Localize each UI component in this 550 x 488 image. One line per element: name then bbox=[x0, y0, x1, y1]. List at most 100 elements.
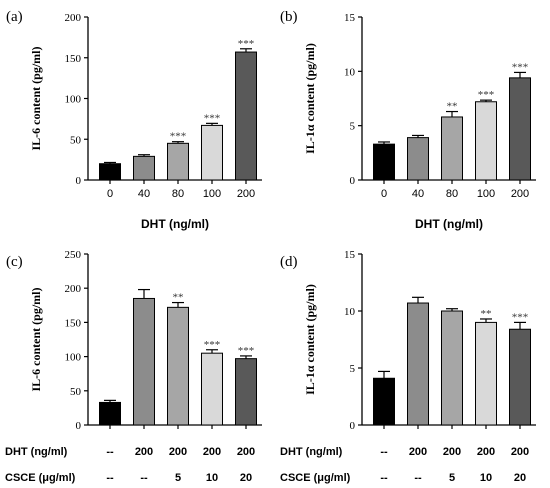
bar bbox=[235, 358, 257, 426]
treatment-row-value: 200 bbox=[203, 446, 221, 458]
y-tick-label: 0 bbox=[76, 175, 82, 187]
bar bbox=[509, 328, 531, 426]
y-tick-label: 100 bbox=[65, 352, 82, 364]
treatment-row-value: 20 bbox=[514, 472, 526, 484]
treatment-row-label: DHT (ng/ml) bbox=[5, 446, 68, 458]
x-tick-label: 100 bbox=[477, 188, 495, 200]
bar bbox=[407, 302, 429, 426]
bar bbox=[475, 321, 497, 426]
bar bbox=[133, 155, 155, 181]
panel-label: (b) bbox=[280, 9, 298, 25]
treatment-row-value: 200 bbox=[409, 446, 427, 458]
y-tick-label: 150 bbox=[65, 317, 82, 329]
treatment-row-value: 10 bbox=[480, 472, 492, 484]
treatment-row-label: DHT (ng/ml) bbox=[280, 446, 343, 458]
treatment-row-value: 200 bbox=[443, 446, 461, 458]
panel-a: 0 50 100 150 200 0 40 80 *** 100 *** 200 *** DHT (ng/… bbox=[6, 9, 262, 231]
y-axis-title: IL-6 content (pg/ml) bbox=[29, 47, 43, 151]
y-tick-label: 5 bbox=[350, 363, 356, 375]
y-tick-label: 10 bbox=[344, 66, 356, 78]
y-axis-title: IL-1α content (pg/ml) bbox=[303, 284, 317, 395]
treatment-row-value: 200 bbox=[237, 446, 255, 458]
x-tick-label: 40 bbox=[138, 188, 150, 200]
bar bbox=[441, 116, 463, 181]
x-axis-title: DHT (ng/ml) bbox=[415, 217, 483, 231]
treatment-row-value: 200 bbox=[135, 446, 153, 458]
y-tick-label: 50 bbox=[70, 134, 82, 146]
treatment-row-label: CSCE (μg/ml) bbox=[280, 472, 351, 484]
y-tick-label: 200 bbox=[65, 283, 82, 295]
significance-label: *** bbox=[478, 89, 495, 101]
y-tick-label: 0 bbox=[350, 420, 356, 432]
treatment-row-value: -- bbox=[106, 446, 114, 458]
bar bbox=[201, 352, 223, 426]
y-tick-label: 10 bbox=[344, 306, 356, 318]
bar bbox=[475, 101, 497, 181]
treatment-table: DHT (ng/ml) -- 200 200 200 200 CSCE (μg/ml) -- -… bbox=[5, 446, 529, 484]
bar bbox=[201, 124, 223, 181]
treatment-row-value: -- bbox=[380, 472, 388, 484]
bar bbox=[235, 51, 257, 181]
significance-label: *** bbox=[238, 345, 255, 357]
treatment-row-value: 200 bbox=[477, 446, 495, 458]
x-tick-label: 200 bbox=[511, 188, 529, 200]
treatment-row-value: -- bbox=[140, 472, 148, 484]
panel-b: 0 5 10 15 0 40 80 ** 100 *** 200 *** DHT (ng/ml) IL-1… bbox=[280, 9, 536, 231]
x-tick-label: 40 bbox=[412, 188, 424, 200]
bar bbox=[509, 77, 531, 181]
significance-label: ** bbox=[447, 101, 458, 113]
y-tick-label: 15 bbox=[344, 249, 356, 261]
treatment-row-label: CSCE (μg/ml) bbox=[5, 472, 76, 484]
treatment-row-value: -- bbox=[414, 472, 422, 484]
panel-label: (d) bbox=[280, 254, 298, 270]
y-tick-label: 0 bbox=[76, 420, 82, 432]
panel-label: (c) bbox=[6, 254, 23, 270]
y-axis-title: IL-1α content (pg/ml) bbox=[303, 43, 317, 154]
bar bbox=[133, 297, 155, 426]
x-tick-label: 100 bbox=[203, 188, 221, 200]
bar bbox=[167, 306, 189, 426]
x-tick-label: 0 bbox=[107, 188, 113, 200]
treatment-row-value: 200 bbox=[169, 446, 187, 458]
panel-label: (a) bbox=[6, 9, 23, 25]
treatment-row-value: 5 bbox=[175, 472, 181, 484]
treatment-row-value: 5 bbox=[449, 472, 455, 484]
x-tick-label: 80 bbox=[172, 188, 184, 200]
treatment-row-value: -- bbox=[380, 446, 388, 458]
significance-label: *** bbox=[204, 339, 221, 351]
y-tick-label: 5 bbox=[350, 121, 356, 133]
significance-label: *** bbox=[170, 131, 187, 143]
y-tick-label: 200 bbox=[65, 12, 82, 24]
significance-label: *** bbox=[204, 112, 221, 124]
significance-label: *** bbox=[238, 38, 255, 50]
treatment-row-value: 200 bbox=[511, 446, 529, 458]
bar bbox=[167, 142, 189, 181]
y-tick-label: 50 bbox=[70, 386, 82, 398]
x-tick-label: 80 bbox=[446, 188, 458, 200]
bar bbox=[407, 137, 429, 181]
x-axis-title: DHT (ng/ml) bbox=[141, 217, 209, 231]
y-tick-label: 150 bbox=[65, 53, 82, 65]
bar bbox=[373, 143, 395, 181]
significance-label: ** bbox=[173, 292, 184, 304]
bar bbox=[99, 163, 121, 181]
treatment-row-value: 20 bbox=[240, 472, 252, 484]
bar bbox=[441, 310, 463, 426]
x-tick-label: 0 bbox=[381, 188, 387, 200]
y-tick-label: 100 bbox=[65, 94, 82, 106]
treatment-row-value: -- bbox=[106, 472, 114, 484]
bar bbox=[373, 377, 395, 426]
y-tick-label: 0 bbox=[350, 175, 356, 187]
x-tick-label: 200 bbox=[237, 188, 255, 200]
y-tick-label: 250 bbox=[65, 249, 82, 261]
significance-label: *** bbox=[512, 61, 529, 73]
significance-label: *** bbox=[512, 311, 529, 323]
bar bbox=[99, 401, 121, 426]
y-axis-title: IL-6 content (pg/ml) bbox=[29, 288, 43, 392]
significance-label: ** bbox=[481, 308, 492, 320]
y-tick-label: 15 bbox=[344, 12, 356, 24]
treatment-row-value: 10 bbox=[206, 472, 218, 484]
